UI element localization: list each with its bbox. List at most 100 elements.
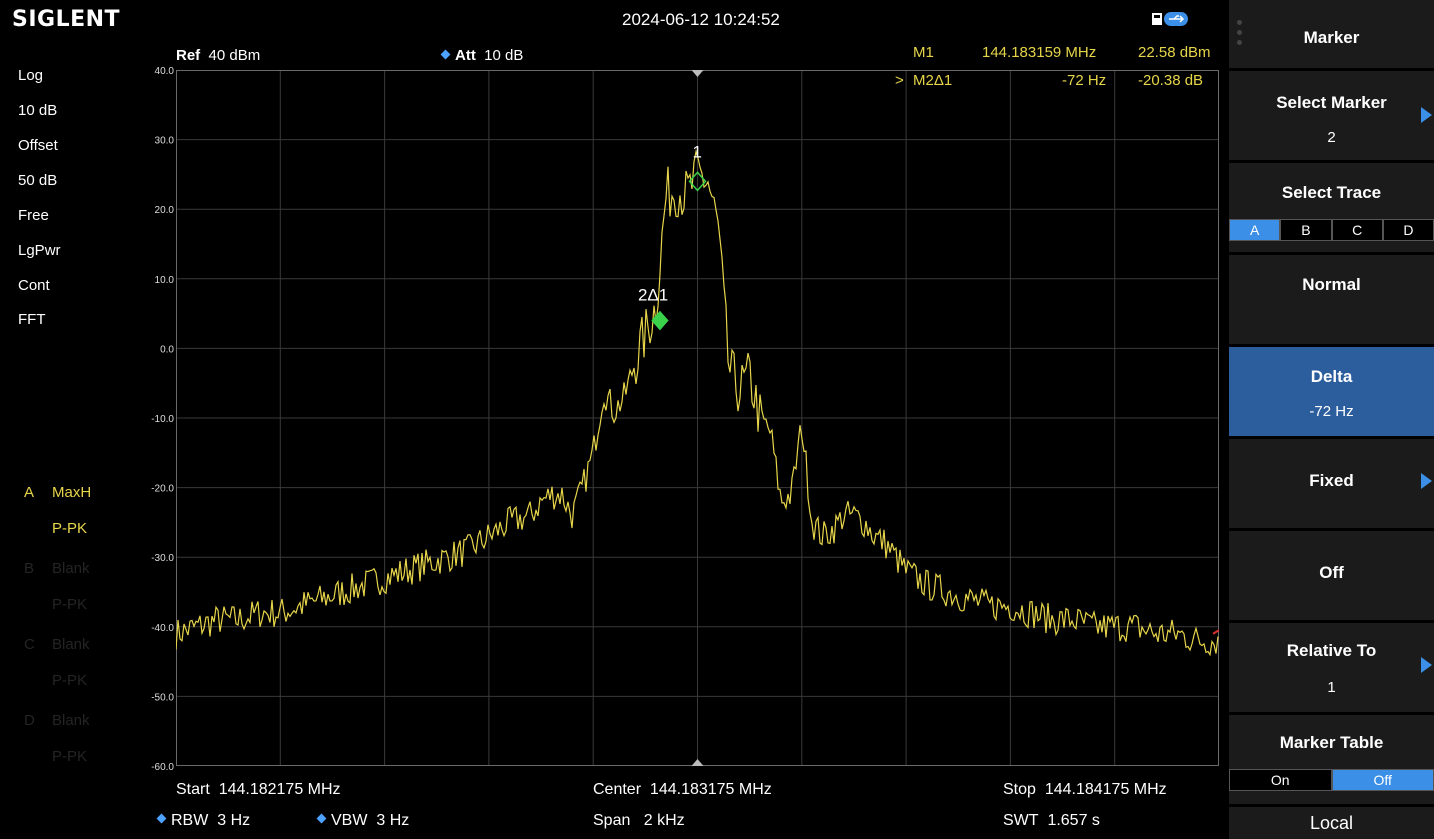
average-type: LgPwr (18, 242, 61, 259)
relative-to-key[interactable]: Relative To 1 (1229, 623, 1434, 712)
start-freq: Start 144.182175 MHz (176, 781, 341, 799)
vbw-label: VBW (331, 812, 368, 829)
ref-label: Ref (176, 47, 201, 64)
swt-value: 1.657 s (1047, 812, 1100, 829)
trace-d-letter: D (24, 712, 35, 729)
trace-b-mode: Blank (52, 560, 90, 577)
trace-option-d[interactable]: D (1382, 219, 1434, 241)
center-marker-top-icon (691, 70, 704, 77)
select-marker-key[interactable]: Select Marker 2 (1229, 71, 1434, 160)
select-marker-value: 2 (1327, 129, 1336, 146)
delta-key[interactable]: Delta -72 Hz (1229, 347, 1434, 436)
delta-value: -72 Hz (1309, 403, 1354, 420)
normal-label: Normal (1302, 275, 1361, 294)
rbw-label: RBW (171, 812, 209, 829)
trace-a-letter: A (24, 484, 35, 501)
fixed-label: Fixed (1309, 471, 1354, 490)
sweep-mode: Cont (18, 277, 50, 294)
center-freq[interactable]: Center 144.183175 MHz (593, 781, 772, 799)
marker2-level: -20.38 dB (1138, 72, 1204, 89)
softkey-menu: Marker Select Marker 2 Select Trace A B … (1229, 0, 1434, 839)
marker1-freq: 144.183159 MHz (982, 44, 1097, 61)
y-axis-labels: 40.0 30.0 20.0 10.0 0.0 -10.0 -20.0 -30.0 -40.0 -… (151, 66, 175, 773)
y-tick-label: 0.0 (160, 344, 174, 355)
marker1-name: M1 (913, 44, 934, 61)
date-time: 2024-06-12 10:24:52 (622, 10, 780, 29)
relative-to-label: Relative To (1286, 641, 1377, 660)
trace-d-mode: Blank (52, 712, 90, 729)
stop-value: 144.184175 MHz (1044, 781, 1167, 798)
vbw-value: 3 Hz (376, 812, 410, 829)
rbw-value: 3 Hz (217, 812, 251, 829)
relative-to-value: 1 (1327, 679, 1336, 696)
vbw[interactable]: VBW 3 Hz (316, 812, 410, 830)
off-key[interactable]: Off (1229, 531, 1434, 620)
marker2-freq: -72 Hz (1062, 72, 1107, 89)
scale-type: Log (18, 67, 44, 84)
y-tick-label: -20.0 (151, 484, 174, 495)
start-label: Start (176, 781, 210, 798)
trace-c-detector: P-PK (52, 672, 88, 689)
offset-value: 50 dB (18, 172, 58, 189)
menu-header: Marker (1229, 0, 1434, 68)
span-label: Span (593, 812, 631, 829)
off-label: Off (1319, 563, 1344, 582)
marker2-name: M2Δ1 (913, 72, 953, 89)
trace-option-b[interactable]: B (1280, 219, 1332, 241)
y-tick-label: -60.0 (151, 762, 174, 773)
trace-c-letter: C (24, 636, 35, 653)
trace-b-letter: B (24, 560, 35, 577)
delta-label: Delta (1310, 367, 1353, 386)
normal-key[interactable]: Normal (1229, 255, 1434, 344)
y-tick-label: 10.0 (155, 275, 175, 286)
ref-value: 40 dBm (208, 47, 261, 64)
trace-option-a[interactable]: A (1229, 219, 1281, 241)
sweep-time[interactable]: SWT 1.657 s (1003, 812, 1100, 830)
trigger-mode: Free (18, 207, 49, 224)
diamond-icon (440, 49, 451, 59)
trace-c-mode: Blank (52, 636, 90, 653)
spectrum-trace (176, 149, 1219, 657)
stop-freq: Stop 144.184175 MHz (1003, 781, 1167, 799)
diamond-icon (156, 813, 167, 824)
rbw[interactable]: RBW 3 Hz (156, 812, 251, 830)
swt-label: SWT (1003, 812, 1039, 829)
y-tick-label: -40.0 (151, 623, 174, 634)
att-label: Att (455, 47, 476, 64)
trace-selector[interactable]: A B C D (1229, 219, 1434, 241)
spectrum-plot[interactable]: 1 2Δ1 (176, 70, 1219, 766)
usb-icon (1152, 12, 1188, 26)
trace-option-c[interactable]: C (1331, 219, 1383, 241)
span[interactable]: Span 2 kHz (593, 812, 685, 830)
attenuation: Att 10 dB (440, 47, 523, 64)
chevron-right-icon (1421, 657, 1432, 673)
chevron-right-icon (1421, 107, 1432, 123)
y-tick-label: 20.0 (155, 205, 175, 216)
title-bar: SIGLENT 2024-06-12 10:24:52 (0, 0, 1222, 36)
y-tick-label: 30.0 (155, 136, 175, 147)
marker-table-label: Marker Table (1279, 733, 1384, 752)
marker-table-on[interactable]: On (1229, 769, 1332, 791)
marker-table-toggle[interactable]: On Off (1229, 769, 1434, 791)
sweep-type: FFT (18, 311, 46, 328)
marker2-label: 2Δ1 (638, 286, 668, 305)
trace-d-detector: P-PK (52, 748, 88, 765)
local-key[interactable]: Local (1229, 807, 1434, 839)
select-marker-label: Select Marker (1276, 93, 1387, 112)
menu-handle-icon (1237, 20, 1242, 50)
brand-logo: SIGLENT (12, 7, 121, 32)
select-trace-label: Select Trace (1281, 183, 1382, 202)
marker-table-off[interactable]: Off (1331, 769, 1434, 791)
y-tick-label: -10.0 (151, 414, 174, 425)
marker2-diamond-icon (651, 310, 669, 331)
fixed-key[interactable]: Fixed (1229, 439, 1434, 528)
reference-edge-icon (1212, 629, 1219, 635)
trace-b-detector: P-PK (52, 596, 88, 613)
active-marker-indicator: > (895, 72, 904, 89)
center-marker-bottom-icon (691, 759, 704, 766)
trace-a-mode: MaxH (52, 484, 92, 501)
marker1-label: 1 (693, 142, 702, 161)
offset-label: Offset (18, 137, 58, 154)
scale-div: 10 dB (18, 102, 58, 119)
trace-a-detector: P-PK (52, 520, 88, 537)
